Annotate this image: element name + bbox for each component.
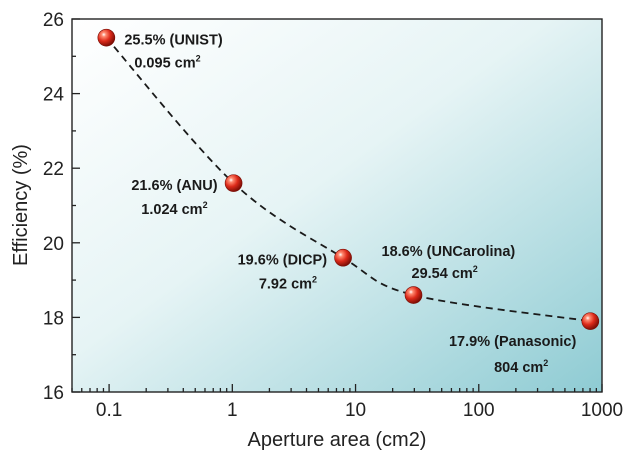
plot-area bbox=[71, 18, 603, 393]
point-label: 18.6% (UNCarolina) bbox=[382, 244, 516, 260]
y-tick-label: 20 bbox=[43, 234, 64, 255]
y-tick-label: 22 bbox=[43, 159, 64, 180]
annotations: 25.5% (UNIST) 0.095 cm2 21.6% (ANU) 1.024 c… bbox=[124, 33, 576, 376]
x-axis-title: Aperture area (cm2) bbox=[248, 429, 427, 451]
point-label: 25.5% (UNIST) bbox=[124, 33, 222, 49]
point-area-label: 0.095 cm2 bbox=[134, 54, 200, 72]
point-area-label: 7.92 cm2 bbox=[259, 275, 317, 293]
data-point bbox=[224, 174, 243, 192]
point-label: 17.9% (Panasonic) bbox=[449, 334, 576, 350]
x-tick-label: 1000 bbox=[581, 400, 623, 421]
data-points bbox=[97, 28, 600, 330]
x-tick-label: 0.1 bbox=[96, 400, 122, 421]
data-point bbox=[404, 286, 423, 304]
y-axis: 16 18 20 22 24 26 bbox=[43, 10, 80, 404]
x-tick-label: 1 bbox=[227, 400, 238, 421]
y-tick-label: 24 bbox=[43, 85, 65, 106]
data-point bbox=[97, 28, 116, 47]
point-area-label: 804 cm2 bbox=[494, 358, 548, 376]
y-tick-label: 16 bbox=[43, 383, 64, 404]
x-tick-label: 100 bbox=[463, 400, 495, 421]
point-label: 19.6% (DICP) bbox=[238, 253, 328, 269]
data-point bbox=[581, 312, 600, 330]
y-tick-label: 18 bbox=[43, 308, 64, 329]
point-area-label: 1.024 cm2 bbox=[141, 200, 207, 218]
point-label: 21.6% (ANU) bbox=[131, 178, 217, 194]
y-tick-label: 26 bbox=[43, 10, 64, 31]
point-area-label: 29.54 cm2 bbox=[412, 264, 478, 282]
x-tick-label: 10 bbox=[345, 400, 366, 421]
x-axis: 0.1 1 10 100 1000 bbox=[71, 384, 623, 421]
data-point bbox=[334, 248, 352, 267]
y-axis-title: Efficiency (%) bbox=[10, 144, 32, 266]
